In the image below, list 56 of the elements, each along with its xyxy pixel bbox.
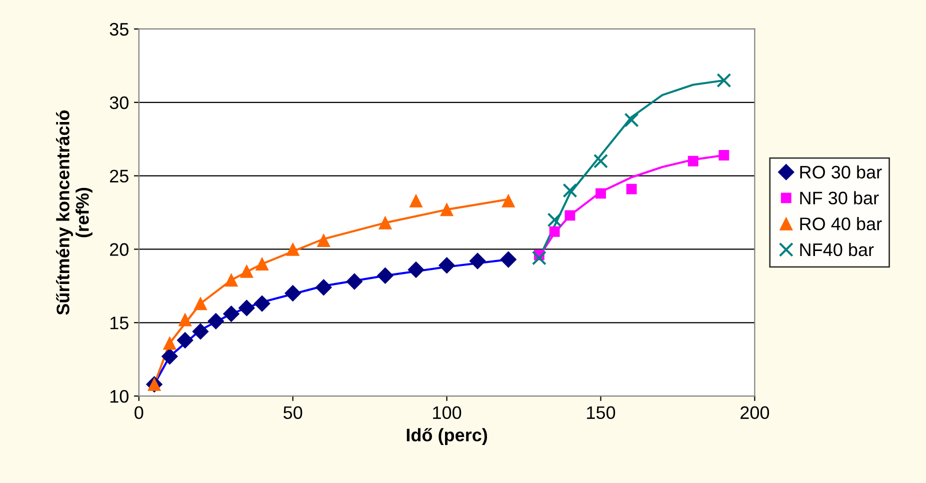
point <box>163 336 176 350</box>
point <box>176 332 194 348</box>
point <box>284 285 302 302</box>
legend-label: NF40 bar <box>800 242 874 256</box>
point <box>224 273 238 287</box>
x-tick-label: 150 <box>587 406 616 420</box>
point <box>255 257 269 271</box>
point <box>438 257 455 274</box>
point <box>286 242 300 256</box>
point <box>254 295 270 312</box>
point <box>593 154 608 168</box>
legend-label: NF 30 bar <box>800 191 879 204</box>
y-tick-label: 10 <box>110 390 128 403</box>
point <box>194 296 208 310</box>
y-tick-label: 20 <box>110 243 128 256</box>
x-tick-label: 0 <box>134 406 144 420</box>
point <box>549 226 560 237</box>
point <box>240 264 254 278</box>
x-tick-label: 100 <box>433 406 462 420</box>
point <box>192 323 209 340</box>
point <box>718 150 730 160</box>
x-tick-label: 200 <box>740 406 770 420</box>
y-tick-label: 35 <box>110 22 128 36</box>
point <box>440 202 454 216</box>
point <box>564 210 576 221</box>
point <box>409 194 423 208</box>
point <box>178 313 192 326</box>
x-axis-title: Idő (perc) <box>406 428 488 445</box>
y-tick-label: 15 <box>110 316 128 330</box>
y-tick-label: 30 <box>110 96 128 110</box>
legend-label: RO 30 bar <box>800 165 882 179</box>
y-tick-label: 25 <box>110 170 128 183</box>
point <box>315 279 332 296</box>
point <box>502 194 515 208</box>
point <box>378 216 392 230</box>
point <box>500 251 517 268</box>
point <box>562 183 578 198</box>
point <box>626 184 637 194</box>
point <box>238 300 255 316</box>
point <box>624 112 639 128</box>
point <box>223 306 240 322</box>
point <box>532 250 546 266</box>
point <box>547 212 562 228</box>
point <box>469 252 486 270</box>
point <box>161 348 178 365</box>
point <box>408 262 424 278</box>
point <box>716 73 732 88</box>
point <box>317 234 330 248</box>
point <box>688 156 698 166</box>
point <box>377 267 394 284</box>
point <box>596 188 606 199</box>
legend-label: RO 40 bar <box>800 217 882 230</box>
x-tick-label: 50 <box>284 406 302 420</box>
point <box>208 312 224 330</box>
point <box>346 273 363 290</box>
y-axis-title: Sűrítmény koncentráció (ref%) <box>56 110 92 315</box>
